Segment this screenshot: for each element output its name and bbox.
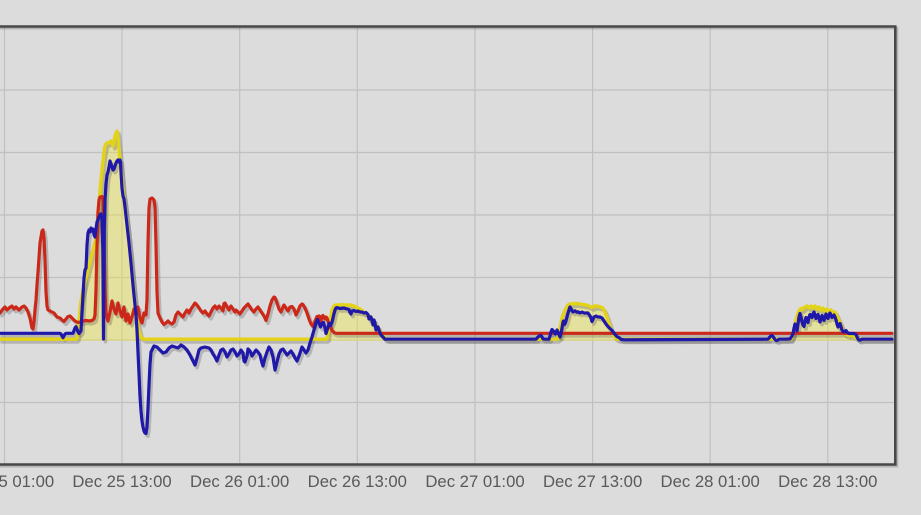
svg-text:Dec 26 01:00: Dec 26 01:00 — [190, 472, 289, 491]
svg-text:Dec 27 13:00: Dec 27 13:00 — [543, 472, 642, 491]
svg-text:Dec 28 13:00: Dec 28 13:00 — [778, 472, 877, 491]
svg-text:Dec 27 01:00: Dec 27 01:00 — [425, 472, 524, 491]
svg-text:Dec 28 01:00: Dec 28 01:00 — [661, 472, 760, 491]
svg-text:Dec 25 13:00: Dec 25 13:00 — [72, 472, 171, 491]
svg-text:Dec 26 13:00: Dec 26 13:00 — [308, 472, 407, 491]
svg-text:Dec 25 01:00: Dec 25 01:00 — [0, 472, 54, 491]
